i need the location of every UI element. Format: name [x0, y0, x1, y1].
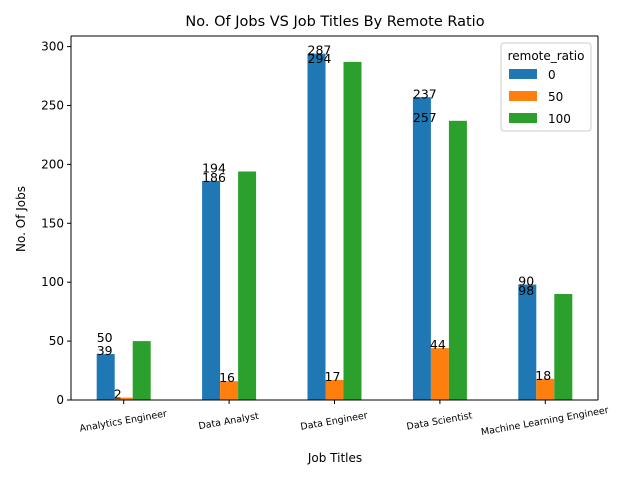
bar-label-0-1: 39 — [97, 343, 113, 358]
bar-0-series-1 — [114, 397, 133, 400]
y-tick-label: 100 — [41, 275, 64, 289]
legend-label-0: 0 — [548, 68, 556, 82]
bar-3-series-1 — [430, 348, 449, 400]
y-tick-label: 250 — [41, 99, 64, 113]
bar-label-1-1: 186 — [202, 170, 226, 185]
legend-label-2: 100 — [548, 112, 571, 126]
bar-label-4-2: 18 — [535, 368, 551, 383]
bar-label-0-0: 50 — [97, 330, 113, 345]
bar-2-series-1 — [325, 379, 344, 400]
legend-title: remote_ratio — [508, 49, 585, 63]
y-axis-label: No. Of Jobs — [14, 186, 28, 252]
y-tick-label: 150 — [41, 216, 64, 230]
bar-3-series-2 — [448, 120, 467, 400]
bar-label-3-0: 257 — [413, 110, 437, 125]
x-axis-label: Job Titles — [307, 451, 362, 465]
bar-3-series-0 — [412, 97, 431, 400]
legend-swatch-1 — [509, 91, 537, 101]
x-tick-label: Data Analyst — [198, 411, 260, 432]
bar-1-series-0 — [202, 180, 221, 400]
bar-4-series-2 — [554, 293, 573, 400]
bar-label-0-2: 2 — [114, 387, 122, 402]
legend: remote_ratio 0 50 100 — [500, 42, 592, 132]
bar-4-series-1 — [536, 378, 555, 400]
legend-label-1: 50 — [548, 90, 563, 104]
bar-label-1-0: 194 — [202, 160, 226, 175]
x-tick-label: Data Engineer — [300, 410, 369, 433]
bar-label-4-0: 98 — [518, 283, 534, 298]
bar-label-4-1: 90 — [518, 274, 534, 289]
y-tick-label: 50 — [49, 334, 64, 348]
bar-label-2-2: 17 — [325, 369, 341, 384]
x-tick-label: Data Scientist — [406, 410, 474, 432]
y-tick-label: 0 — [56, 393, 64, 407]
y-tick-label: 200 — [41, 157, 64, 171]
bar-label-3-1: 237 — [413, 86, 437, 101]
bar-label-3-2: 44 — [430, 337, 446, 352]
bar-label-2-1: 287 — [308, 43, 332, 58]
chart-title: No. Of Jobs VS Job Titles By Remote Rati… — [185, 14, 484, 30]
legend-swatch-0 — [509, 69, 537, 79]
legend-swatch-2 — [509, 113, 537, 123]
bar-0-series-0 — [96, 354, 115, 400]
x-tick-label: Analytics Engineer — [79, 408, 168, 434]
bar-2-series-0 — [307, 53, 326, 401]
y-tick-label: 300 — [41, 40, 64, 54]
bar-1-series-1 — [220, 381, 239, 400]
bar-2-series-2 — [343, 61, 362, 401]
legend-frame — [500, 42, 592, 132]
x-tick-label: Machine Learning Engineer — [480, 405, 609, 438]
bar-1-series-2 — [238, 171, 257, 400]
bar-4-series-0 — [518, 284, 537, 400]
bar-0-series-2 — [132, 341, 151, 400]
bar-label-1-2: 16 — [219, 370, 235, 385]
bar-label-2-0: 294 — [308, 51, 332, 66]
